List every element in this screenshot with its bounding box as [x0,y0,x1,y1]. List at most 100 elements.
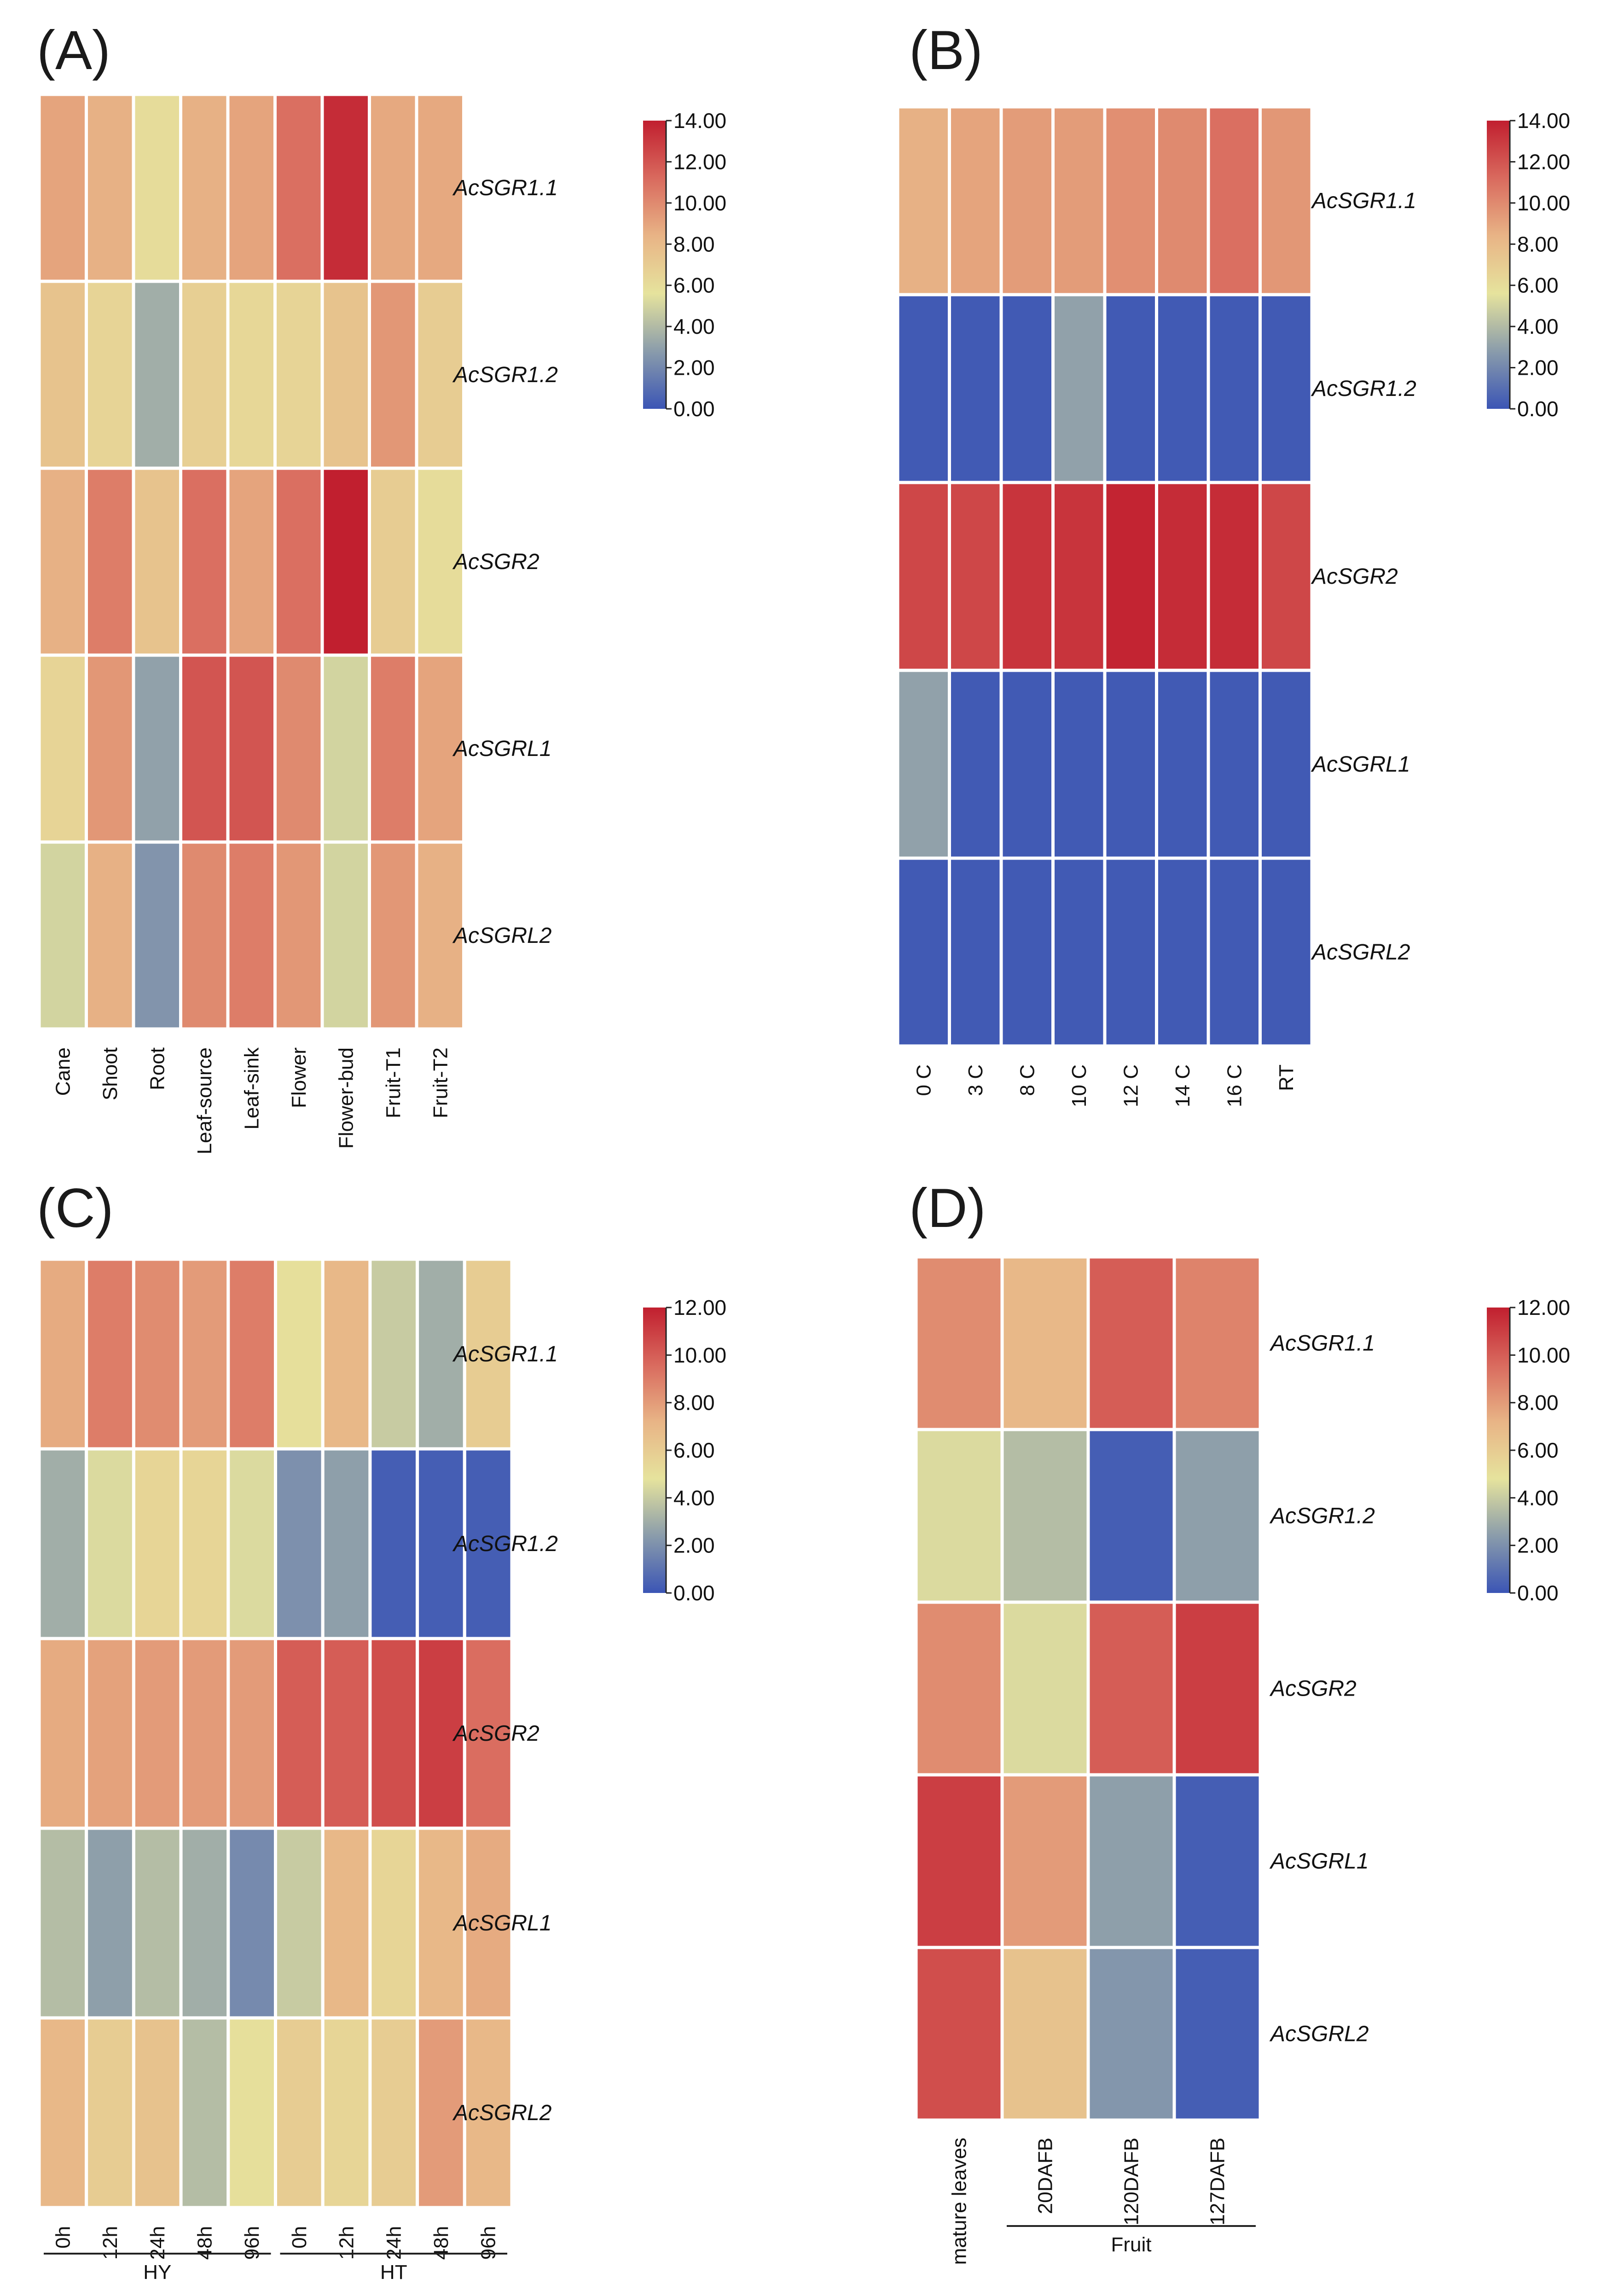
row-label: AcSGRL2 [452,924,551,948]
heatmap-cell: AcSGR2 / 20DAFB: 4.5 [1000,1600,1090,1777]
heatmap-cell: AcSGRL1 / 16 C: 0.2 [1206,668,1262,860]
heatmap-cell: AcSGRL2 / 12 C: 0.2 [1103,856,1158,1048]
heatmap-cell: AcSGRL1 / 20DAFB: 8 [1000,1773,1090,1949]
heatmap-cell: AcSGR1.2 / Cane: 7.5 [37,279,88,470]
colorbar-tick-label: 8.00 [673,1391,715,1415]
heatmap-cell: AcSGR1.1 / RT: 9.5 [1259,105,1314,296]
group-label: HY [143,2261,171,2284]
heatmap-cell: AcSGRL1 / 24h: 3.5 [132,1826,183,2020]
row-label: AcSGR2 [1311,564,1398,589]
heatmap-cell: AcSGR1.1 / 127DAFB: 8.8 [1172,1255,1262,1431]
heatmap-cell: AcSGR1.2 / 96h: 4.5 [226,1447,277,1640]
heatmap-cell: AcSGR2 / 12h: 10 [321,1637,372,1830]
heatmap-cell: AcSGRL1 / Cane: 6.5 [37,653,88,844]
heatmap-cell: AcSGR2 / 0h: 7.5 [37,1637,88,1830]
row-label: AcSGRL2 [452,2101,551,2125]
group-label: Fruit [1111,2233,1152,2256]
heatmap-cell: AcSGRL1 / 96h: 1.8 [226,1826,277,2020]
column-label: 3 C [964,1064,987,1096]
column-label: 10 C [1068,1064,1090,1107]
group-label: HT [380,2261,407,2284]
heatmap-cell: AcSGR1.2 / Flower-bud: 7.5 [320,279,371,470]
row-label: AcSGRL1 [1311,752,1410,777]
heatmap-cell: AcSGRL1 / Leaf-source: 12 [179,653,230,844]
colorbar-tick-label: 0.00 [673,1581,715,1605]
heatmap-cell: AcSGRL1 / 3 C: 0.2 [948,668,1003,860]
heatmap-cell: AcSGR1.2 / 48h: 0.3 [416,1447,466,1640]
heatmap-cell: AcSGR1.1 / 8 C: 9.3 [999,105,1055,296]
panel-a-colorbar: 14.00 12.00 10.00 8.00 6.00 4.00 2.00 0.00 [643,109,726,421]
heatmap-cell: AcSGRL1 / mature leaves: 11 [914,1773,1004,1949]
column-label: 120DAFB [1120,2138,1143,2226]
heatmap-cell: AcSGR1.2 / Fruit-T1: 9.5 [368,279,418,470]
heatmap-cell: AcSGR2 / Flower-bud: 14 [320,466,371,657]
heatmap-cell: AcSGRL2 / 96h: 7 [463,2016,514,2209]
heatmap-cell: AcSGRL2 / mature leaves: 10.5 [914,1946,1004,2122]
colorbar-tick-label: 10.00 [1517,191,1570,215]
row-label: AcSGR1.1 [1269,1331,1375,1356]
heatmap-cell: AcSGR1.1 / 96h: 9 [226,1257,277,1451]
row-label: AcSGR1.2 [1311,377,1416,401]
heatmap-cell: AcSGR2 / Flower: 11 [273,466,324,657]
colorbar-tick-label: 2.00 [673,1534,715,1558]
heatmap-cell: AcSGRL2 / Flower: 9.5 [273,840,324,1031]
heatmap-cell: AcSGR1.2 / 12h: 4.5 [85,1447,135,1640]
heatmap-cell: AcSGR1.1 / Root: 6 [132,93,182,283]
heatmap-cell: AcSGR1.2 / 12h: 2.5 [321,1447,372,1640]
heatmap-cell: AcSGRL2 / RT: 0.2 [1259,856,1314,1048]
heatmap-cell: AcSGRL2 / 20DAFB: 6.5 [1000,1946,1090,2122]
heatmap-cell: AcSGR1.2 / Root: 3.5 [132,279,182,470]
heatmap-cell: AcSGR1.1 / 0h: 5 [274,1257,325,1451]
heatmap-cell: AcSGR2 / 10 C: 13.2 [1051,481,1107,672]
heatmap-cell: AcSGR2 / 3 C: 12.5 [948,481,1003,672]
heatmap-cell: AcSGRL1 / RT: 0.2 [1259,668,1314,860]
heatmap-cell: AcSGR1.2 / 12 C: 0.2 [1103,293,1158,484]
heatmap-cell: AcSGRL1 / 0 C: 3 [896,668,951,860]
colorbar-gradient [643,1308,666,1593]
heatmap-cell: AcSGRL1 / 12h: 2.5 [85,1826,135,2020]
heatmap-cell: AcSGR1.2 / 10 C: 3 [1051,293,1107,484]
heatmap-cell: AcSGR1.2 / 127DAFB: 2.5 [1172,1428,1262,1604]
colorbar-tick-label: 12.00 [673,1296,726,1319]
heatmap-cell: AcSGR1.1 / 12h: 7 [321,1257,372,1451]
column-label: Flower [288,1047,310,1108]
heatmap-cell: AcSGR2 / Shoot: 10.5 [85,466,135,657]
heatmap-cell: AcSGR1.1 / 0h: 7.5 [37,1257,88,1451]
heatmap-cell: AcSGR2 / 127DAFB: 11 [1172,1600,1262,1777]
heatmap-cell: AcSGRL1 / 120DAFB: 2.5 [1086,1773,1176,1949]
row-label: AcSGR1.1 [452,1342,558,1366]
heatmap-cell: AcSGR1.1 / Shoot: 8.5 [85,93,135,283]
heatmap-cell: AcSGRL1 / Shoot: 9.5 [85,653,135,844]
heatmap-cell: AcSGR1.2 / 48h: 5.5 [179,1447,230,1640]
colorbar-tick-label: 14.00 [1517,109,1570,133]
heatmap-cell: AcSGRL1 / 0h: 3.5 [37,1826,88,2020]
heatmap-cell: AcSGRL1 / Root: 3 [132,653,182,844]
column-label: 12h [99,2226,122,2260]
row-label: AcSGRL1 [452,737,551,761]
colorbar-tick-label: 6.00 [673,273,715,297]
heatmap-cell: AcSGR1.1 / 10 C: 9.3 [1051,105,1107,296]
colorbar-gradient [1487,1308,1510,1593]
heatmap-cell: AcSGRL2 / 120DAFB: 2.2 [1086,1946,1176,2122]
heatmap-cell: AcSGRL2 / 0h: 6 [274,2016,325,2209]
heatmap-cell: AcSGR2 / 12 C: 13.8 [1103,481,1158,672]
heatmap-cell: AcSGRL2 / Fruit-T1: 9.5 [368,840,418,1031]
panel-d-colorbar: 12.00 10.00 8.00 6.00 4.00 2.00 0.00 [1487,1296,1570,1605]
row-label: AcSGRL1 [452,1911,551,1935]
heatmap-cell: AcSGRL2 / Fruit-T2: 8.5 [415,840,465,1031]
colorbar-tick-label: 12.00 [673,150,726,174]
heatmap-cell: AcSGR1.1 / Leaf-source: 8.5 [179,93,230,283]
column-label: 16 C [1223,1064,1246,1107]
heatmap-cell: AcSGR2 / 14 C: 13.5 [1155,481,1210,672]
heatmap-cell: AcSGRL1 / 12 C: 0.2 [1103,668,1158,860]
heatmap-cell: AcSGRL1 / 8 C: 0.2 [999,668,1055,860]
heatmap-cell: AcSGRL2 / 127DAFB: 0.3 [1172,1946,1262,2122]
heatmap-cell: AcSGR1.2 / 14 C: 0.2 [1155,293,1210,484]
row-label: AcSGRL1 [1269,1849,1369,1874]
heatmap-cell: AcSGR1.1 / 24h: 8.5 [132,1257,183,1451]
heatmap-cell: AcSGRL2 / 96h: 5 [226,2016,277,2209]
column-label: Cane [52,1047,74,1096]
column-label: 0h [52,2226,74,2249]
heatmap-cell: AcSGR2 / 8 C: 13.2 [999,481,1055,672]
colorbar-tick-label: 10.00 [1517,1343,1570,1367]
